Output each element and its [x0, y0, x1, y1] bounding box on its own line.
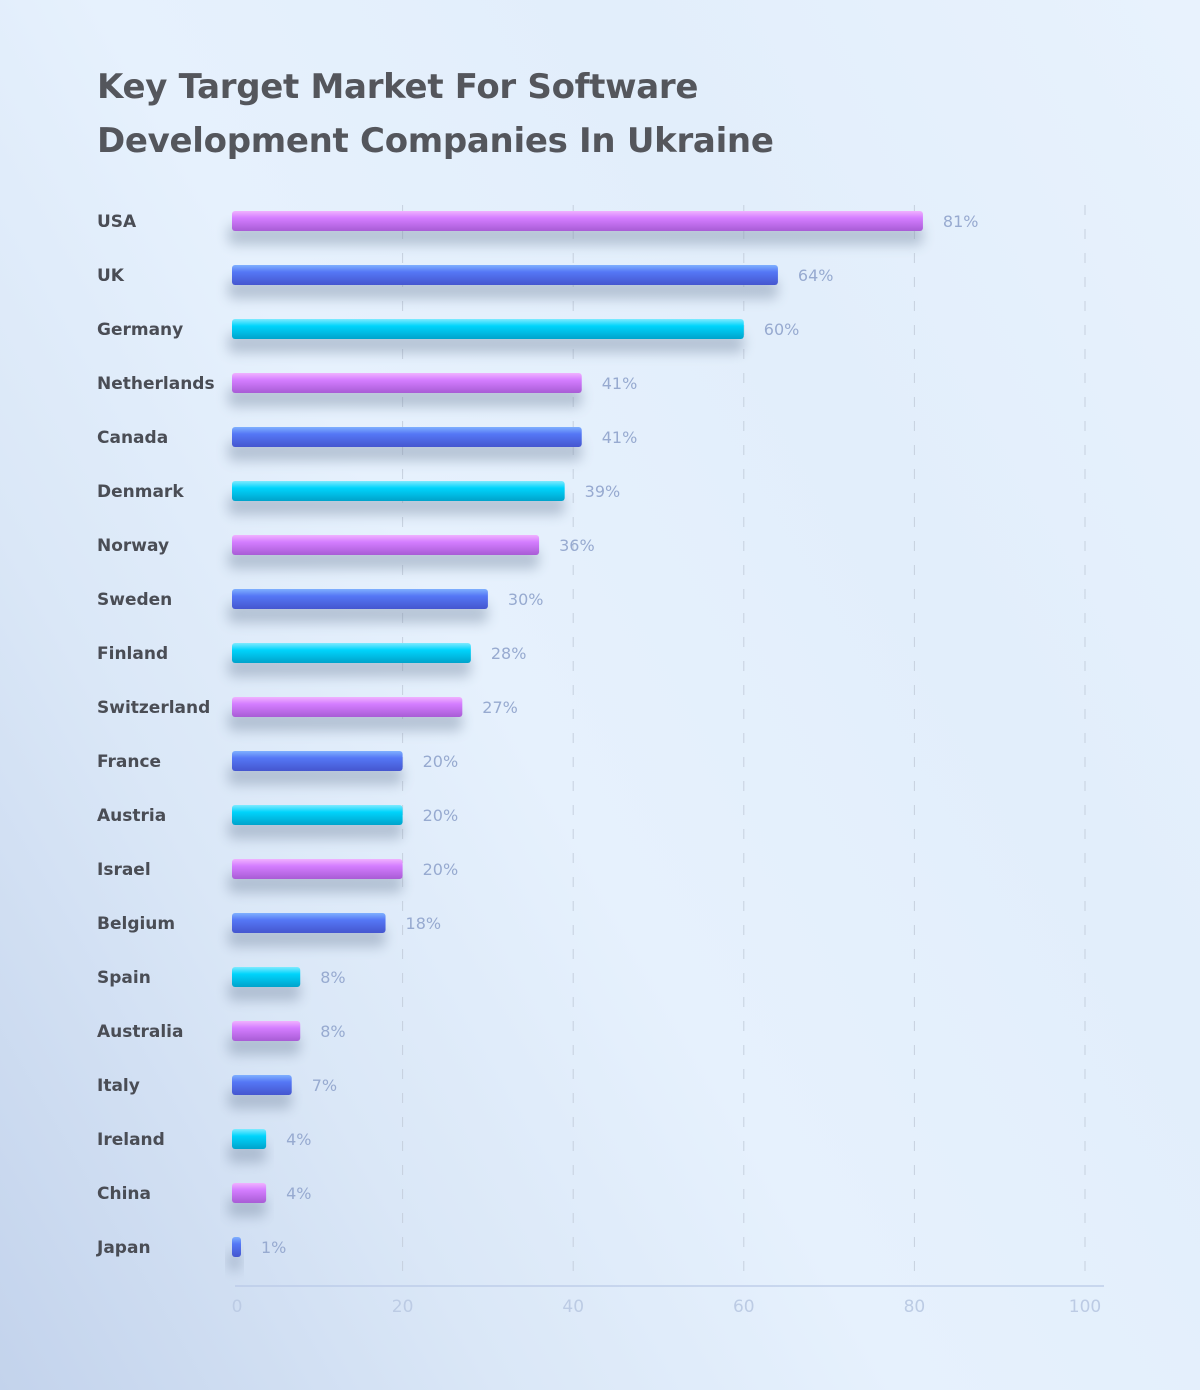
value-label: 41%	[602, 374, 638, 393]
bar-belgium	[232, 913, 386, 933]
value-label: 36%	[559, 536, 595, 555]
value-label: 8%	[320, 1022, 345, 1041]
bar-uk	[232, 265, 778, 285]
x-tick-label: 0	[232, 1297, 243, 1317]
value-label: 4%	[286, 1184, 311, 1203]
category-label: Italy	[97, 1076, 140, 1096]
category-label: Netherlands	[97, 374, 215, 394]
value-label: 20%	[423, 752, 459, 771]
bar-usa	[232, 211, 923, 231]
x-tick-label: 80	[904, 1297, 926, 1317]
value-label: 27%	[482, 698, 518, 717]
bar-australia	[232, 1021, 301, 1041]
bar-austria	[232, 805, 403, 825]
bar-norway	[232, 535, 540, 555]
bar-sweden	[232, 589, 488, 609]
category-label: Ireland	[97, 1130, 165, 1150]
x-tick-label: 100	[1069, 1297, 1101, 1317]
bar-netherlands	[232, 373, 582, 393]
bar-china	[232, 1183, 267, 1203]
category-label: Spain	[97, 968, 151, 988]
value-label: 81%	[943, 212, 979, 231]
category-label: France	[97, 752, 161, 772]
value-label: 1%	[261, 1238, 286, 1257]
bar-italy	[232, 1075, 292, 1095]
bar-germany	[232, 319, 744, 339]
bar-israel	[232, 859, 403, 879]
category-label: Israel	[97, 860, 151, 880]
category-label: Australia	[97, 1022, 184, 1042]
value-label: 60%	[764, 320, 800, 339]
x-tick-label: 60	[733, 1297, 755, 1317]
category-label: USA	[97, 212, 137, 232]
value-label: 30%	[508, 590, 544, 609]
value-label: 7%	[312, 1076, 337, 1095]
category-label: Sweden	[97, 590, 172, 610]
category-label: Norway	[97, 536, 169, 556]
x-tick-label: 40	[562, 1297, 584, 1317]
value-label: 64%	[798, 266, 834, 285]
value-label: 18%	[406, 914, 442, 933]
category-label: Canada	[97, 428, 168, 448]
category-label: Finland	[97, 644, 168, 664]
chart-title: Key Target Market For Software Developme…	[97, 67, 774, 161]
category-label: Germany	[97, 320, 183, 340]
category-label: Denmark	[97, 482, 184, 502]
value-label: 20%	[423, 860, 459, 879]
x-tick-label: 20	[392, 1297, 414, 1317]
value-label: 39%	[585, 482, 621, 501]
value-label: 20%	[423, 806, 459, 825]
bar-france	[232, 751, 403, 771]
bar-ireland	[232, 1129, 267, 1149]
bar-spain	[232, 967, 301, 987]
category-label: Switzerland	[97, 698, 210, 718]
bar-denmark	[232, 481, 565, 501]
value-label: 4%	[286, 1130, 311, 1149]
value-label: 8%	[320, 968, 345, 987]
category-label: Japan	[96, 1238, 151, 1258]
category-label: Belgium	[97, 914, 175, 934]
value-label: 41%	[602, 428, 638, 447]
bar-finland	[232, 643, 471, 663]
category-label: China	[97, 1184, 151, 1204]
bar-switzerland	[232, 697, 463, 717]
value-label: 28%	[491, 644, 527, 663]
category-label: Austria	[97, 806, 166, 826]
category-label: UK	[97, 266, 125, 286]
bar-japan	[232, 1237, 241, 1257]
bar-canada	[232, 427, 582, 447]
